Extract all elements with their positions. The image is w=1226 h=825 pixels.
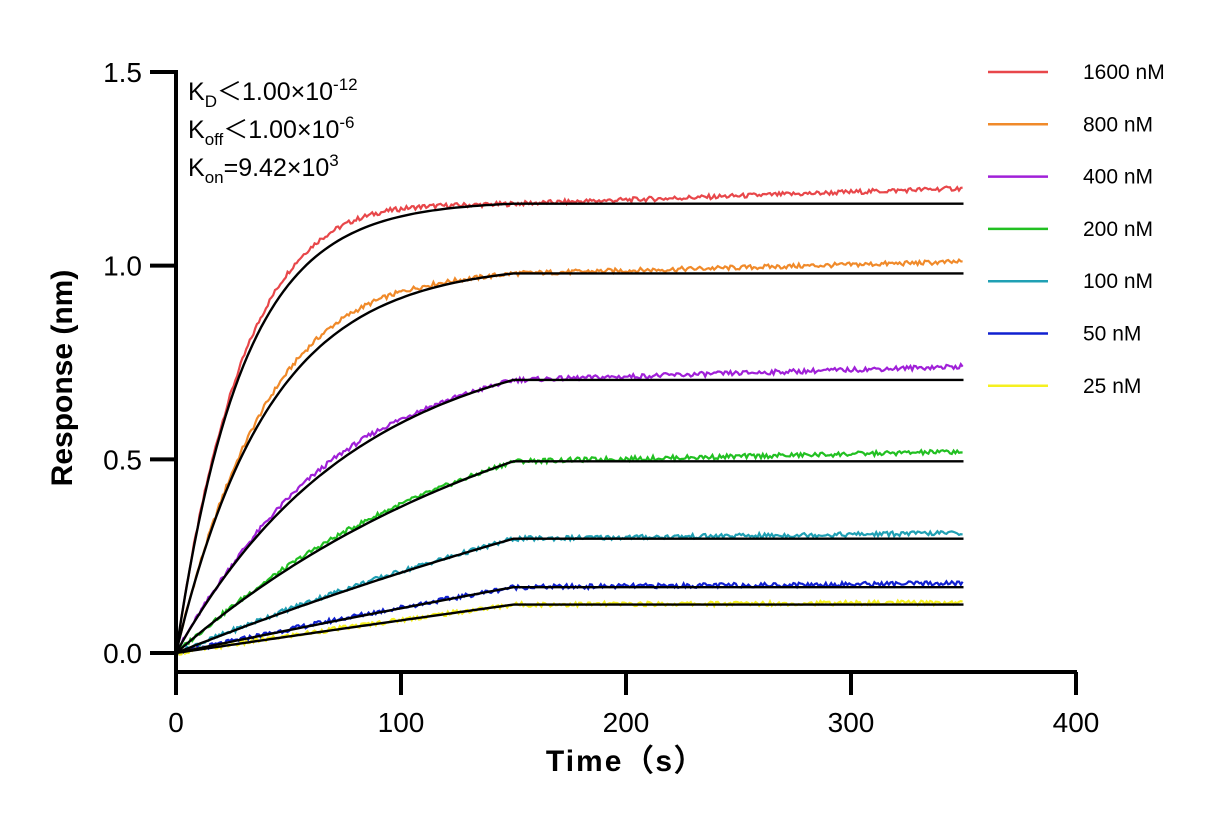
- y-axis-ticks: 0.0 0.5 1.0 1.5: [103, 57, 176, 669]
- series-line: [175, 361, 964, 656]
- series-line: [175, 579, 964, 657]
- x-tick-label: 0: [168, 707, 184, 738]
- x-tick-label: 100: [378, 707, 425, 738]
- fit-line: [174, 378, 964, 654]
- kinetics-annotation: KD＜1.00×10-12: [188, 75, 358, 111]
- series-line: [175, 448, 963, 655]
- x-tick-label: 200: [603, 707, 650, 738]
- kinetics-annotation: Koff＜1.00×10-6: [188, 113, 354, 149]
- x-tick-label: 400: [1053, 707, 1100, 738]
- legend-label: 200 nM: [1083, 218, 1153, 241]
- data-curves: [174, 185, 964, 657]
- fit-line: [175, 537, 964, 655]
- legend: 1600 nM 800 nM 400 nM 200 nM 100 nM 50 nM 25 n…: [988, 61, 1165, 398]
- fit-line: [175, 586, 964, 655]
- legend-label: 25 nM: [1083, 375, 1141, 398]
- legend-label: 50 nM: [1083, 323, 1141, 346]
- legend-label: 800 nM: [1083, 113, 1153, 136]
- fit-line: [174, 202, 964, 654]
- fit-line: [175, 460, 964, 654]
- series-line: [174, 185, 963, 656]
- fit-line: [175, 603, 964, 655]
- y-tick-label: 1.0: [103, 251, 142, 282]
- fit-line: [174, 272, 964, 654]
- y-tick-label: 0.5: [103, 444, 142, 475]
- series-line: [174, 258, 963, 655]
- fit-curves: [174, 202, 964, 655]
- legend-label: 100 nM: [1083, 270, 1153, 293]
- kinetics-annotation: Kon=9.42×103: [188, 151, 339, 187]
- legend-label: 400 nM: [1083, 166, 1153, 189]
- legend-label: 1600 nM: [1083, 61, 1165, 84]
- x-axis-title: Time（s）: [546, 744, 706, 778]
- y-tick-label: 0.0: [103, 638, 142, 669]
- x-axis-ticks: 0 100 200 300 400: [168, 672, 1099, 738]
- y-tick-label: 1.5: [103, 57, 142, 88]
- x-tick-label: 300: [828, 707, 875, 738]
- y-axis-title: Response (nm): [46, 270, 79, 487]
